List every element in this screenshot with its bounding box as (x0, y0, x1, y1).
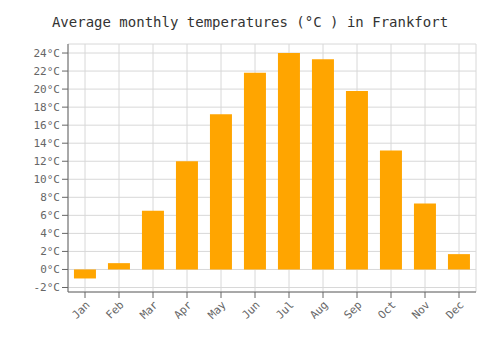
svg-text:12°C: 12°C (34, 155, 61, 168)
svg-text:Dec: Dec (443, 298, 466, 321)
svg-text:24°C: 24°C (34, 47, 61, 60)
svg-text:20°C: 20°C (34, 83, 61, 96)
svg-text:Feb: Feb (103, 298, 126, 321)
svg-text:18°C: 18°C (34, 101, 61, 114)
svg-text:Jun: Jun (239, 298, 262, 321)
svg-text:Apr: Apr (171, 298, 195, 322)
svg-text:14°C: 14°C (34, 137, 61, 150)
svg-text:Jan: Jan (69, 298, 92, 321)
svg-text:6°C: 6°C (40, 209, 60, 222)
svg-text:16°C: 16°C (34, 119, 61, 132)
svg-text:4°C: 4°C (40, 227, 60, 240)
svg-text:Aug: Aug (307, 298, 330, 321)
svg-text:May: May (205, 298, 229, 322)
svg-text:Sep: Sep (341, 298, 364, 321)
html-text:Average monthly temperatures (: Average monthly temperatures (°C ) in Fr… (51, 14, 449, 30)
svg-text:Jul: Jul (273, 298, 296, 321)
svg-text:0°C: 0°C (40, 263, 60, 276)
svg-text:22°C: 22°C (34, 65, 61, 78)
svg-text:Mar: Mar (137, 298, 161, 322)
svg-text:Nov: Nov (409, 298, 433, 322)
svg-text:8°C: 8°C (40, 191, 60, 204)
svg-text:2°C: 2°C (40, 245, 60, 258)
svg-text:-2°C: -2°C (34, 281, 61, 294)
svg-text:10°C: 10°C (34, 173, 61, 186)
svg-text:Oct: Oct (375, 298, 398, 321)
